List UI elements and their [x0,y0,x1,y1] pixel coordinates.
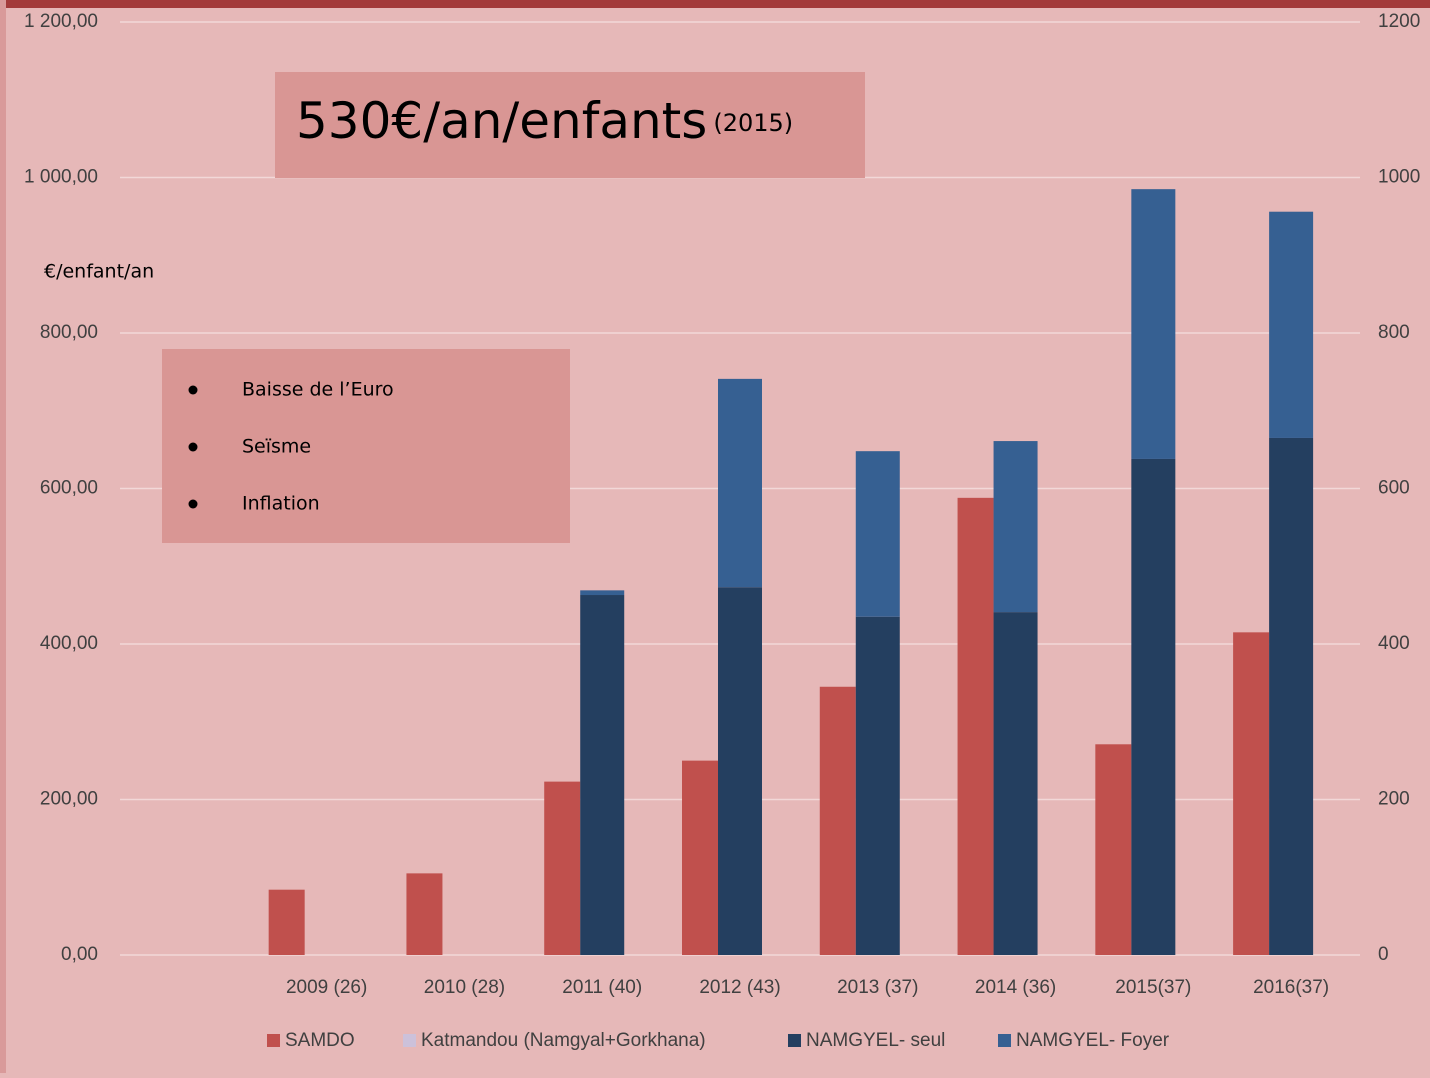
legend-label: Katmandou (Namgyal+Gorkhana) [421,1030,706,1051]
y2-tick-label: 1200 [1378,11,1420,32]
bar [993,441,1038,613]
y2-tick-label: 1000 [1378,167,1420,188]
bar [1131,458,1176,955]
x-tick-label: 2015(37) [1115,977,1191,998]
bar [1233,632,1270,955]
legend-label: NAMGYEL- seul [806,1030,945,1051]
bullet-box [162,349,570,543]
top-border [0,0,1430,8]
legend-swatch [788,1034,801,1047]
x-tick-label: 2013 (37) [837,977,918,998]
bar [957,497,994,955]
bullet-dot [188,385,198,395]
bar [580,595,625,955]
bar [1269,437,1314,955]
x-tick-label: 2016(37) [1253,977,1329,998]
y-tick-label: 800,00 [40,322,98,343]
bullet-text: Seïsme [242,436,311,458]
bullet-text: Inflation [242,493,320,515]
bar [544,781,581,955]
legend-swatch [998,1034,1011,1047]
bar [580,590,625,596]
bar [682,760,718,955]
bar [1269,211,1314,438]
bar [268,889,305,955]
y2-tick-label: 400 [1378,633,1410,654]
y-tick-label: 1 200,00 [24,11,98,32]
bullet-text: Baisse de l’Euro [242,379,394,401]
bar [855,451,900,617]
y-tick-label: 400,00 [40,633,98,654]
legend-label: NAMGYEL- Foyer [1016,1030,1170,1051]
headline-text: 530€/an/enfants [296,92,707,150]
bar [718,378,762,588]
y-axis-label: €/enfant/an [44,261,154,283]
headline: 530€/an/enfants (2015) [296,92,793,150]
y-tick-label: 200,00 [40,789,98,810]
bar [855,616,900,955]
bullet-dot [188,499,198,509]
bar [1095,744,1132,955]
x-tick-label: 2012 (43) [699,977,780,998]
legend-swatch [403,1034,416,1047]
headline-note: (2015) [713,109,793,137]
y2-tick-label: 800 [1378,322,1410,343]
headline-box [275,72,865,178]
y2-tick-label: 600 [1378,478,1410,499]
bar [406,873,443,955]
y2-tick-label: 0 [1378,944,1389,965]
bar [718,587,762,955]
legend-swatch [267,1034,280,1047]
bullet-dot [188,442,198,452]
legend-label: SAMDO [285,1030,355,1051]
y-tick-label: 1 000,00 [24,167,98,188]
y2-tick-label: 200 [1378,789,1410,810]
x-tick-label: 2010 (28) [424,977,505,998]
x-tick-label: 2011 (40) [562,977,642,998]
y-tick-label: 0,00 [61,944,98,965]
y-tick-label: 600,00 [40,478,98,499]
x-tick-label: 2009 (26) [286,977,367,998]
bar [819,686,856,955]
bar [1131,189,1176,459]
bar [993,612,1038,955]
x-tick-label: 2014 (36) [975,977,1056,998]
left-border [0,0,6,1073]
